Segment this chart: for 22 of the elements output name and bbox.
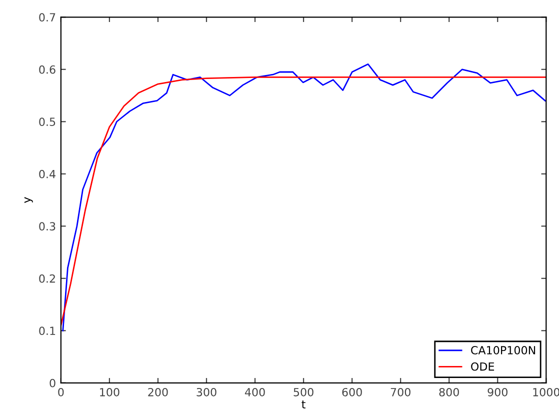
x-tick-label: 900 <box>488 388 508 396</box>
x-tick-label: 700 <box>390 388 410 396</box>
y-tick-label: 0 <box>50 378 56 388</box>
y-axis-title: y <box>24 197 33 203</box>
y-tick-label: 0.2 <box>39 274 55 283</box>
x-tick-label: 400 <box>244 388 265 396</box>
y-tick-label: 0.1 <box>39 326 56 336</box>
y-tick-label: 0.5 <box>39 118 56 126</box>
y-tick-label: 0.4 <box>39 170 56 178</box>
legend-label: CA10P100N <box>471 346 536 354</box>
x-tick-label: 500 <box>294 388 314 396</box>
x-tick-label: 600 <box>342 388 362 396</box>
legend-label: ODE <box>471 362 494 371</box>
y-tick-label: 0.6 <box>39 65 56 74</box>
y-tick-label: 0.7 <box>39 13 56 22</box>
x-tick-label: 800 <box>439 388 459 396</box>
x-tick-label: 300 <box>196 388 216 396</box>
x-tick-label: 100 <box>100 388 120 396</box>
x-axis-title: t <box>302 400 306 408</box>
y-tick-label: 0.3 <box>39 222 56 231</box>
x-tick-label: 200 <box>148 388 168 396</box>
x-tick-label: 0 <box>58 388 64 396</box>
